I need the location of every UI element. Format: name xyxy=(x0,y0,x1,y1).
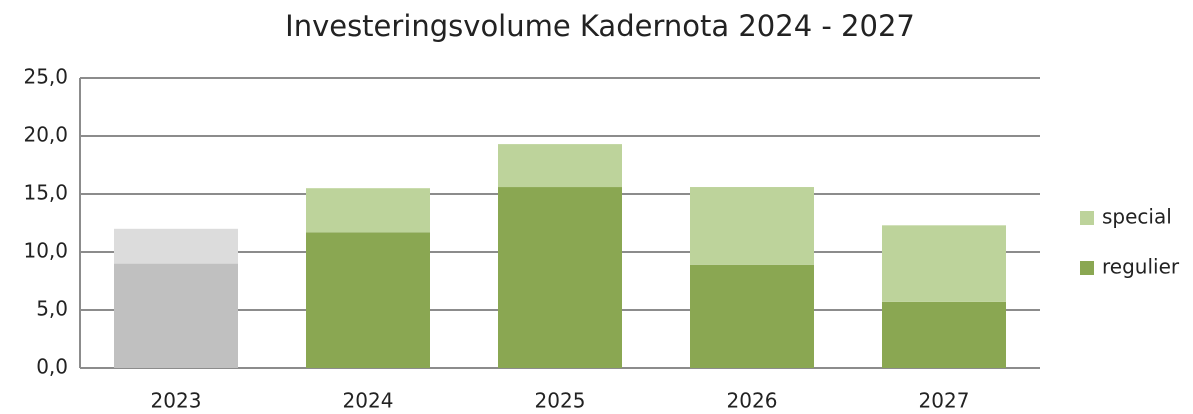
y-tick-label: 0,0 xyxy=(36,355,68,379)
y-tick-label: 10,0 xyxy=(23,239,68,263)
x-tick-label: 2023 xyxy=(151,389,202,413)
bar-segment xyxy=(690,264,814,368)
legend-swatch xyxy=(1080,261,1094,275)
bar-segment xyxy=(114,263,238,368)
bar-segment xyxy=(114,228,238,264)
bar-segment xyxy=(882,301,1006,368)
x-tick-label: 2026 xyxy=(727,389,778,413)
chart-title: Investeringsvolume Kadernota 2024 - 2027 xyxy=(285,9,915,43)
bar-segment xyxy=(498,144,622,188)
x-tick-label: 2024 xyxy=(343,389,394,413)
bar-segment xyxy=(306,232,430,368)
legend-label: regulier xyxy=(1102,255,1180,279)
bar-segment xyxy=(690,187,814,265)
y-tick-label: 25,0 xyxy=(23,65,68,89)
legend-label: special xyxy=(1102,205,1172,229)
x-tick-label: 2027 xyxy=(919,389,970,413)
y-tick-label: 15,0 xyxy=(23,181,68,205)
y-tick-label: 20,0 xyxy=(23,123,68,147)
y-tick-label: 5,0 xyxy=(36,297,68,321)
legend-swatch xyxy=(1080,211,1094,225)
bar-segment xyxy=(306,188,430,233)
bar-segment xyxy=(498,187,622,368)
x-tick-label: 2025 xyxy=(535,389,586,413)
bar-segment xyxy=(882,225,1006,302)
